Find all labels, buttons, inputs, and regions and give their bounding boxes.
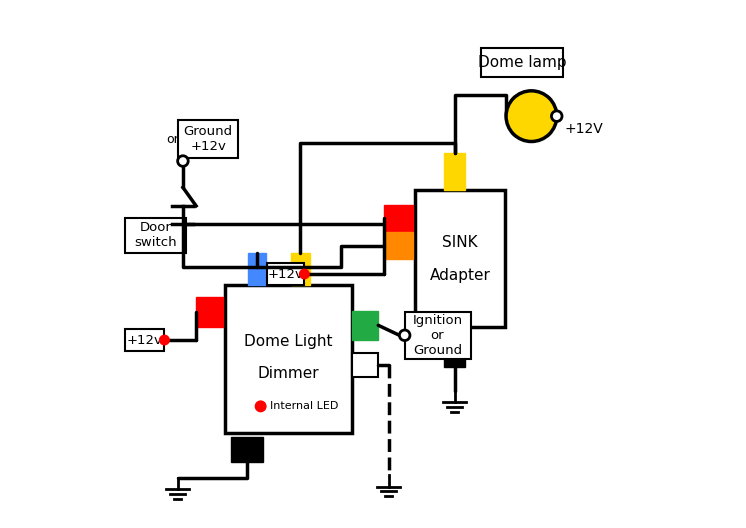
FancyBboxPatch shape bbox=[404, 312, 471, 359]
Circle shape bbox=[178, 156, 188, 166]
Text: SINK: SINK bbox=[442, 235, 478, 250]
Text: Dome lamp: Dome lamp bbox=[477, 55, 566, 70]
Circle shape bbox=[551, 111, 562, 121]
FancyBboxPatch shape bbox=[383, 205, 413, 231]
FancyBboxPatch shape bbox=[444, 153, 465, 190]
Text: +12V: +12V bbox=[565, 122, 604, 136]
Circle shape bbox=[506, 91, 557, 142]
FancyBboxPatch shape bbox=[444, 330, 465, 367]
Text: +12v: +12v bbox=[127, 334, 163, 346]
FancyBboxPatch shape bbox=[267, 263, 304, 285]
FancyBboxPatch shape bbox=[125, 218, 186, 253]
FancyBboxPatch shape bbox=[178, 120, 239, 158]
Text: Dimmer: Dimmer bbox=[257, 366, 319, 381]
FancyBboxPatch shape bbox=[352, 353, 378, 377]
Text: Internal LED: Internal LED bbox=[270, 401, 339, 411]
Circle shape bbox=[160, 335, 169, 345]
Circle shape bbox=[300, 269, 309, 279]
FancyBboxPatch shape bbox=[291, 253, 310, 285]
FancyBboxPatch shape bbox=[248, 253, 266, 285]
FancyBboxPatch shape bbox=[196, 297, 222, 326]
Text: Dome Light: Dome Light bbox=[244, 334, 333, 349]
FancyBboxPatch shape bbox=[481, 48, 563, 77]
FancyBboxPatch shape bbox=[231, 437, 263, 462]
Circle shape bbox=[255, 401, 266, 412]
FancyBboxPatch shape bbox=[125, 329, 164, 351]
FancyBboxPatch shape bbox=[416, 190, 505, 327]
Text: Adapter: Adapter bbox=[430, 268, 491, 282]
Text: Door
switch: Door switch bbox=[134, 221, 177, 250]
Circle shape bbox=[399, 330, 410, 341]
FancyBboxPatch shape bbox=[352, 311, 378, 340]
Text: or: or bbox=[166, 133, 179, 146]
FancyBboxPatch shape bbox=[225, 285, 352, 433]
Text: Ground
+12v: Ground +12v bbox=[184, 125, 233, 154]
FancyBboxPatch shape bbox=[383, 232, 413, 259]
Text: +12v: +12v bbox=[268, 268, 304, 280]
Text: Ignition
or
Ground: Ignition or Ground bbox=[413, 314, 463, 357]
